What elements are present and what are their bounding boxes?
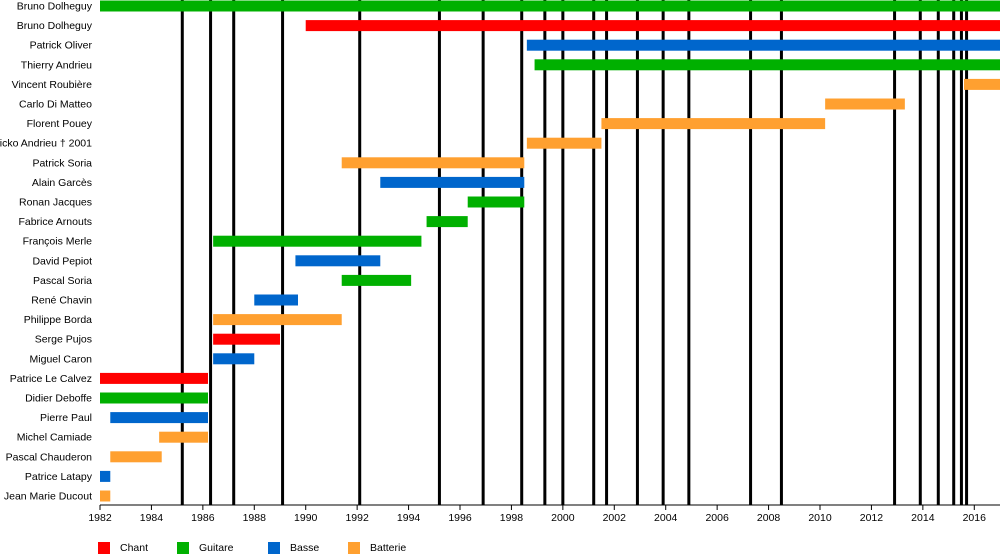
member-label: Didier Deboffe [25, 393, 92, 405]
member-label: Alain Garcès [32, 177, 92, 189]
member-label: Ronan Jacques [19, 197, 92, 209]
member-label: Miguel Caron [30, 353, 93, 365]
member-label: Patrick Oliver [30, 40, 93, 52]
member-bar [426, 216, 468, 228]
member-bar [159, 431, 208, 443]
member-label: Patrick Soria [32, 157, 92, 169]
member-labels: Bruno Dolheguy Bruno Dolheguy Patrick Oliv… [0, 1, 93, 503]
member-bars [100, 0, 1000, 502]
x-tick-label: 1986 [191, 512, 215, 524]
member-label: David Pepiot [32, 255, 92, 267]
release-lines [180, 0, 969, 505]
member-label: François Merle [23, 236, 93, 248]
member-label: Fabrice Arnouts [18, 216, 92, 228]
member-bar [534, 59, 1000, 71]
member-bar [601, 118, 826, 130]
x-tick-label: 2012 [860, 512, 884, 524]
x-tick-label: 1992 [345, 512, 369, 524]
timeline-chart: Bruno Dolheguy Bruno Dolheguy Patrick Oliv… [0, 0, 1000, 524]
member-bar [100, 0, 1000, 12]
member-bar [100, 392, 208, 404]
legend: Chant Guitare Basse Batterie [0, 538, 1000, 558]
member-bar [526, 137, 602, 149]
x-tick-label: 1994 [397, 512, 421, 524]
x-tick-label: 2008 [757, 512, 781, 524]
member-bar [100, 470, 111, 482]
member-label: Philippe Borda [24, 314, 92, 326]
legend-label: Guitare [199, 542, 234, 554]
x-tick-label: 2010 [808, 512, 832, 524]
member-bar [467, 196, 525, 208]
legend-label: Basse [290, 542, 320, 554]
member-bar [213, 353, 255, 365]
legend-label: Chant [120, 542, 149, 554]
x-tick-label: 1982 [88, 512, 112, 524]
x-tick-label: 2004 [654, 512, 678, 524]
member-bar [341, 274, 412, 286]
x-tick-label: 2002 [603, 512, 627, 524]
member-bar [213, 235, 422, 247]
member-label: Thierry Andrieu [21, 59, 92, 71]
x-tick-label: 2014 [911, 512, 935, 524]
x-tick-label: 2016 [963, 512, 987, 524]
member-label: Kicko Andrieu † 2001 [0, 138, 92, 150]
member-label: Patrice Latapy [25, 471, 93, 483]
member-label: Pierre Paul [40, 412, 92, 424]
member-label: Carlo Di Matteo [19, 99, 92, 111]
x-tick-label: 1996 [448, 512, 472, 524]
member-bar [100, 490, 111, 502]
member-bar [526, 39, 1000, 51]
member-bar [825, 98, 905, 110]
member-label: Pascal Soria [33, 275, 92, 287]
x-tick-label: 2000 [551, 512, 575, 524]
member-bar [110, 451, 162, 463]
legend-swatch [348, 542, 360, 554]
legend-label: Batterie [370, 542, 407, 554]
member-bar [110, 412, 208, 424]
legend-swatch [177, 542, 189, 554]
member-bar [964, 78, 1000, 90]
member-bar [100, 372, 208, 384]
member-label: Pascal Chauderon [6, 451, 93, 463]
member-label: Jean Marie Ducout [4, 491, 92, 503]
member-label: Bruno Dolheguy [17, 1, 93, 13]
x-tick-label: 1988 [243, 512, 267, 524]
member-label: René Chavin [31, 295, 92, 307]
member-bar [305, 20, 1000, 32]
member-bar [341, 157, 525, 169]
x-axis: 1982 1984 1986 1988 1990 1992 1994 1996 1998 2000… [88, 504, 1000, 524]
member-bar [380, 176, 525, 188]
member-label: Vincent Roubière [12, 79, 93, 91]
member-label: Florent Pouey [27, 118, 93, 130]
x-tick-label: 1984 [140, 512, 164, 524]
member-bar [213, 333, 280, 345]
x-tick-label: 2006 [705, 512, 729, 524]
x-tick-label: 1990 [294, 512, 318, 524]
member-bar [254, 294, 298, 306]
member-bar [213, 314, 342, 326]
member-label: Serge Pujos [35, 334, 92, 346]
member-bar [295, 255, 381, 267]
member-label: Bruno Dolheguy [17, 20, 93, 32]
member-label: Michel Camiade [17, 432, 92, 444]
legend-swatch [98, 542, 110, 554]
x-tick-label: 1998 [500, 512, 524, 524]
legend-swatch [268, 542, 280, 554]
member-label: Patrice Le Calvez [10, 373, 92, 385]
